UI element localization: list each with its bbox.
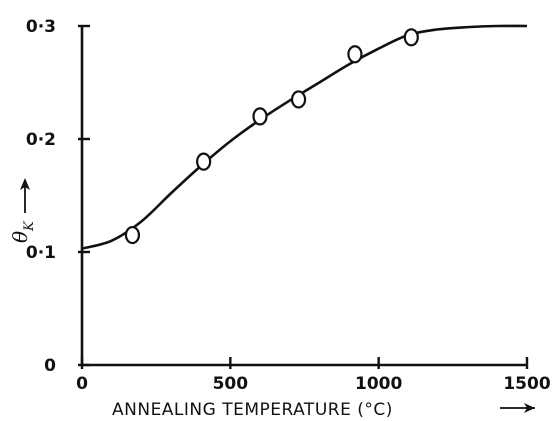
data-point [347,45,363,64]
axes [80,26,527,367]
x-tick-label: 500 [213,374,249,394]
y-tick-label: 0·3 [26,17,56,37]
data-point [252,107,268,126]
data-point [403,28,419,47]
x-tick-label: 1500 [503,374,550,394]
y-tick-label: 0 [44,356,56,376]
y-axis-label: θK [8,220,37,243]
data-point [124,225,141,245]
x-tick-label: 1000 [355,374,402,394]
y-axis-arrow [20,178,30,213]
y-tick-label: 0·2 [26,130,56,150]
data-point [196,152,212,171]
data-point [290,90,307,109]
ticks [78,24,529,369]
y-tick-label: 0·1 [26,243,56,263]
data-points [124,28,419,245]
fitted-curve [81,24,528,250]
x-axis-arrow [500,403,535,413]
x-tick-label: 0 [76,374,88,394]
x-axis-label: ANNEALING TEMPERATURE (°C) [112,400,393,420]
tick-labels: 0 500 1000 1500 0 0·1 0·2 0·3 [26,17,551,394]
